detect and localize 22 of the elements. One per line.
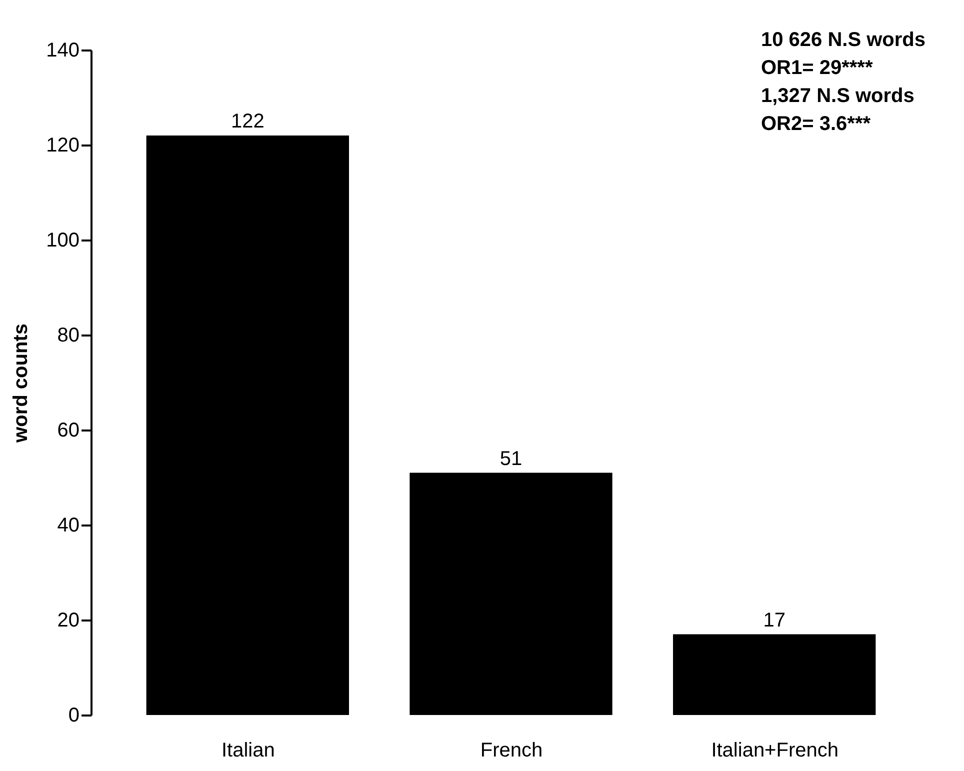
annotation: 10 626 N.S words	[761, 29, 926, 51]
y-tick-label: 100	[46, 230, 80, 252]
x-tick-label: Italian	[221, 740, 275, 762]
annotation: OR2= 3.6***	[761, 113, 871, 135]
data-label: 51	[500, 448, 522, 470]
annotation: 1,327 N.S words	[761, 85, 914, 107]
bar	[146, 136, 349, 715]
y-tick-label: 140	[46, 40, 80, 62]
annotation: OR1= 29****	[761, 57, 873, 79]
x-tick-label: French	[480, 740, 543, 762]
y-tick-label: 0	[68, 704, 80, 726]
y-tick-label: 40	[57, 514, 80, 536]
data-label: 17	[763, 609, 786, 632]
y-axis-title: word counts	[10, 324, 32, 444]
data-label: 122	[230, 110, 264, 132]
y-tick-label: 120	[46, 134, 80, 156]
y-tick-label: 20	[57, 610, 80, 632]
x-tick-label: Italian+French	[711, 740, 838, 762]
y-tick-label: 80	[57, 324, 80, 346]
bar	[673, 634, 876, 715]
y-tick-label: 60	[57, 420, 80, 442]
bar	[410, 472, 612, 715]
